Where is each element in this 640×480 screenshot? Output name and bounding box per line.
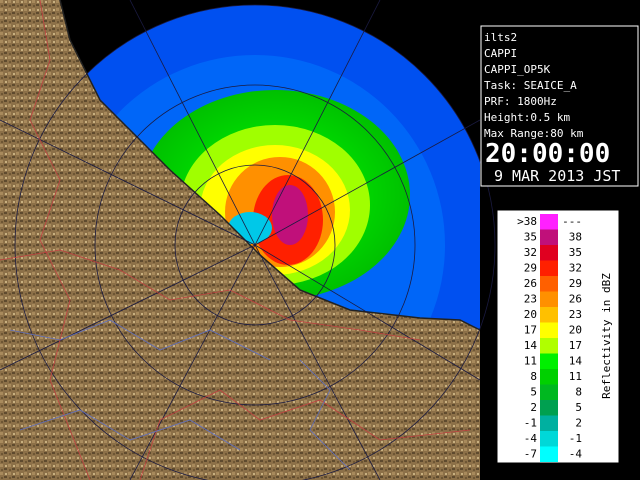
rivers <box>9 319 351 471</box>
legend-high: 35 <box>569 246 582 259</box>
task: Task: SEAICE_A <box>484 79 577 92</box>
legend-high: 11 <box>569 370 582 383</box>
legend-title: Reflectivity in dBZ <box>600 273 613 399</box>
legend-swatch <box>540 400 558 416</box>
legend-low: -1 <box>524 416 537 429</box>
info-box <box>480 25 639 187</box>
legend-low: 26 <box>524 277 537 290</box>
legend-high: 14 <box>569 354 583 367</box>
legend-low: 32 <box>524 246 537 259</box>
legend-high: -1 <box>569 432 582 445</box>
legend-swatch <box>540 431 558 447</box>
max-range: Max Range:80 km <box>484 127 584 140</box>
legend-high: 2 <box>575 416 582 429</box>
legend-low: 23 <box>524 292 537 305</box>
legend-high: 23 <box>569 308 582 321</box>
legend-low: 2 <box>530 401 537 414</box>
legend-low: 5 <box>530 385 537 398</box>
legend-high: 8 <box>575 385 582 398</box>
legend-low: 29 <box>524 261 537 274</box>
site: ilts2 <box>484 31 517 44</box>
legend-swatch <box>540 276 558 292</box>
legend-low: 17 <box>524 323 537 336</box>
legend-high: 20 <box>569 323 582 336</box>
legend-low: 20 <box>524 308 537 321</box>
legend-high: 32 <box>569 261 582 274</box>
legend-swatch <box>540 353 558 369</box>
time: 20:00:00 <box>485 139 610 169</box>
legend-high: 17 <box>569 339 582 352</box>
legend-low: -7 <box>524 447 537 460</box>
legend-swatch <box>540 229 558 245</box>
legend-low: -4 <box>524 432 538 445</box>
range-rings <box>0 0 496 480</box>
legend-low: 8 <box>530 370 537 383</box>
echo-intense <box>272 185 308 245</box>
date: 9 MAR 2013 JST <box>494 167 620 185</box>
legend-swatch <box>540 322 558 338</box>
legend-swatch <box>540 214 558 230</box>
legend: >38 --- 35 38 32 35 29 32 26 29 23 26 20 23 17 20 14 17 11… <box>517 214 582 462</box>
legend-high: 38 <box>569 230 582 243</box>
legend-swatch <box>540 384 558 400</box>
legend-swatch <box>540 291 558 307</box>
legend-swatch <box>540 245 558 261</box>
height: Height:0.5 km <box>484 111 570 124</box>
legend-swatch <box>540 369 558 385</box>
legend-swatch <box>540 446 558 462</box>
legend-swatch <box>540 415 558 431</box>
legend-low: 11 <box>524 354 537 367</box>
legend-swatch <box>540 307 558 323</box>
boundaries <box>0 0 471 480</box>
legend-high: --- <box>562 215 582 228</box>
product: CAPPI <box>484 47 517 60</box>
product-name: CAPPI_OP5K <box>484 63 551 76</box>
legend-high: 26 <box>569 292 582 305</box>
legend-swatch <box>540 338 558 354</box>
legend-high: -4 <box>569 447 583 460</box>
legend-low: >38 <box>517 215 537 228</box>
legend-low: 14 <box>524 339 538 352</box>
prf: PRF: 1800Hz <box>484 95 557 108</box>
legend-high: 5 <box>575 401 582 414</box>
legend-high: 29 <box>569 277 582 290</box>
legend-low: 35 <box>524 230 537 243</box>
legend-swatch <box>540 260 558 276</box>
